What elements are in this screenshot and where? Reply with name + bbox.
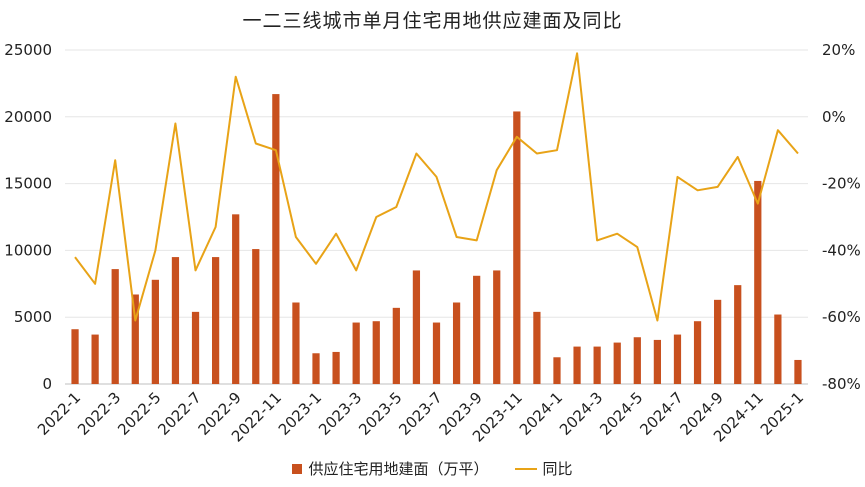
bar (332, 351, 340, 384)
bar (71, 329, 79, 384)
chart-title: 一二三线城市单月住宅用地供应建面及同比 (242, 10, 623, 32)
bar (774, 314, 782, 384)
bar (473, 275, 481, 384)
line-series (74, 52, 799, 322)
x-tick-label: 2022-7 (154, 388, 204, 438)
x-tick-label: 2022-3 (74, 388, 124, 438)
y-left-tick-label: 0 (42, 375, 52, 393)
bar (272, 94, 280, 384)
bar (232, 214, 240, 384)
y-right-tick-label: 0% (822, 108, 846, 126)
bar (151, 279, 159, 384)
bar (91, 334, 99, 384)
y-left-tick-label: 15000 (4, 175, 52, 193)
x-tick-label: 2024-1 (516, 388, 566, 438)
y-right-tick-label: -80% (822, 375, 861, 393)
bar (191, 311, 200, 384)
bar (593, 346, 601, 384)
chart-legend: 供应住宅用地建面（万平） 同比 (0, 458, 865, 479)
y-right-tick-label: 20% (822, 41, 855, 59)
y-right-tick-label: -20% (822, 175, 861, 193)
y-left-tick-label: 5000 (14, 308, 52, 326)
bar (292, 302, 300, 384)
bar (754, 180, 762, 384)
bar (352, 322, 360, 384)
x-tick-label: 2023-3 (315, 388, 365, 438)
bar (372, 321, 380, 384)
x-tick-label: 2024-7 (636, 388, 686, 438)
bar (613, 342, 621, 384)
legend-item-bar: 供应住宅用地建面（万平） (292, 458, 489, 479)
x-tick-label: 2022-5 (114, 388, 164, 438)
bar (573, 346, 581, 384)
bar (432, 322, 441, 384)
x-tick-label: 2023-5 (355, 388, 405, 438)
bar (653, 339, 662, 384)
bar (493, 270, 501, 384)
bar (392, 307, 400, 384)
bar (633, 337, 641, 384)
bar (693, 321, 702, 384)
bar (553, 357, 561, 384)
legend-bar-swatch (292, 463, 303, 474)
bar (734, 285, 742, 384)
bar (513, 111, 521, 385)
y-left-tick-label: 25000 (4, 41, 52, 59)
bar (714, 299, 722, 384)
legend-bar-label: 供应住宅用地建面（万平） (308, 460, 489, 478)
legend-line-swatch (514, 467, 537, 470)
y-left-tick-label: 10000 (4, 241, 52, 259)
x-tick-label: 2024-5 (596, 388, 646, 438)
x-tick-label: 2024-3 (556, 388, 606, 438)
bar (673, 334, 682, 384)
bar (412, 270, 421, 384)
y-right-tick-label: -40% (822, 241, 861, 259)
bar (794, 359, 802, 384)
bar (171, 257, 180, 384)
y-right-tick-label: -60% (822, 308, 861, 326)
bar (211, 257, 220, 384)
bar (111, 269, 119, 384)
bar (252, 249, 260, 384)
bar (131, 294, 139, 384)
x-tick-label: 2023-7 (395, 388, 445, 438)
y-left-tick-label: 20000 (4, 108, 52, 126)
x-tick-label: 2025-1 (757, 388, 807, 438)
bar (312, 353, 320, 384)
legend-line-label: 同比 (542, 460, 573, 478)
legend-item-line: 同比 (514, 458, 573, 479)
bar (452, 302, 461, 384)
bar (533, 311, 541, 384)
x-tick-label: 2022-1 (34, 388, 84, 438)
x-tick-label: 2023-1 (275, 388, 325, 438)
